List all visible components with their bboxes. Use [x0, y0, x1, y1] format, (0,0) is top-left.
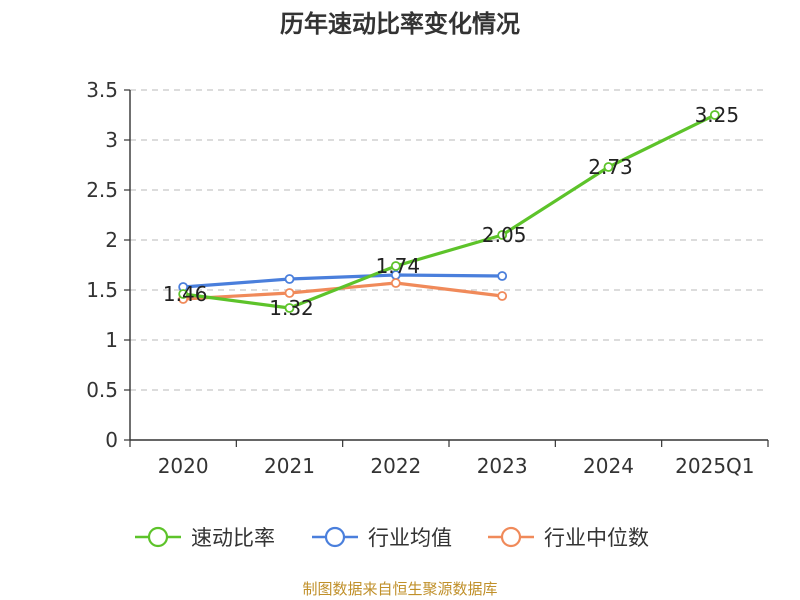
legend-item-0[interactable]: 速动比率 [135, 526, 275, 550]
data-label: 3.25 [695, 103, 740, 127]
y-tick-label: 3.5 [86, 78, 118, 102]
data-point[interactable] [709, 110, 720, 120]
y-tick-label: 2.5 [86, 178, 118, 202]
data-point[interactable] [497, 230, 508, 240]
y-tick-label: 1.5 [86, 278, 118, 302]
source-note: 制图数据来自恒生聚源数据库 [302, 580, 497, 598]
legend[interactable]: 速动比率 行业均值 行业中位数 [135, 526, 649, 550]
data-label: 1.74 [376, 254, 421, 278]
series-lines [178, 110, 720, 313]
y-tick-label: 0 [105, 428, 118, 452]
data-label: 2.73 [588, 155, 633, 179]
y-tick-label: 1 [105, 328, 118, 352]
data-labels: 1.46 1.32 1.74 2.05 2.73 3.25 [163, 103, 739, 320]
axes: 0 0.5 1 1.5 2 2.5 3 3.5 2020 2021 2022 2023 2024 2025… [86, 78, 769, 478]
data-label: 1.32 [269, 296, 314, 320]
data-point[interactable] [390, 278, 401, 288]
data-label: 2.05 [482, 223, 527, 247]
series-line-0 [182, 113, 716, 310]
y-tick-label: 2 [105, 228, 118, 252]
x-tick-label: 2020 [158, 454, 209, 478]
x-tick-label: 2022 [370, 454, 421, 478]
chart-title: 历年速动比率变化情况 [280, 10, 520, 38]
legend-item-2[interactable]: 行业中位数 [488, 526, 649, 550]
legend-label: 速动比率 [191, 526, 275, 550]
data-point[interactable] [284, 288, 295, 298]
data-label: 1.46 [163, 282, 208, 306]
data-point[interactable] [284, 274, 295, 284]
x-tick-label: 2021 [264, 454, 315, 478]
data-point[interactable] [497, 271, 508, 281]
x-tick-label: 2024 [583, 454, 634, 478]
y-tick-label: 0.5 [86, 378, 118, 402]
series-line-1 [183, 273, 503, 289]
legend-marker [147, 526, 169, 548]
data-point[interactable] [603, 162, 614, 172]
x-tick-label: 2023 [477, 454, 528, 478]
data-point[interactable] [390, 261, 401, 271]
legend-marker [324, 526, 346, 548]
legend-marker [500, 526, 522, 548]
legend-label: 行业均值 [368, 526, 452, 550]
legend-item-1[interactable]: 行业均值 [312, 526, 452, 550]
x-tick-label: 2025Q1 [675, 454, 754, 478]
data-point[interactable] [284, 303, 295, 313]
data-point[interactable] [178, 289, 189, 299]
legend-label: 行业中位数 [544, 526, 649, 550]
data-point[interactable] [497, 291, 508, 301]
y-tick-label: 3 [105, 128, 118, 152]
